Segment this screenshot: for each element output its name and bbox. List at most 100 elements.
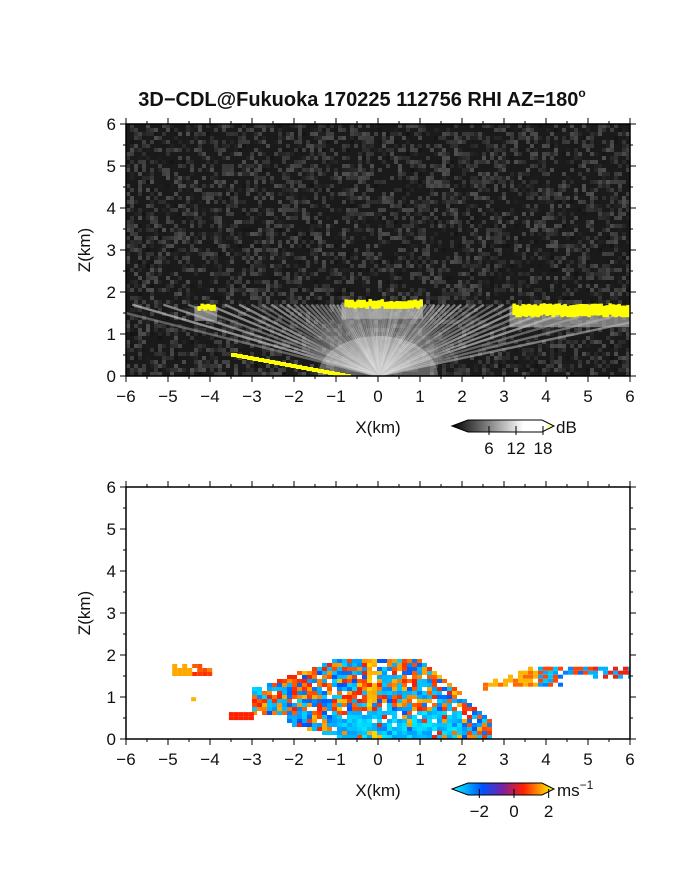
snr-noise-cell: [186, 296, 190, 300]
snr-noise-cell: [550, 144, 554, 148]
snr-noise-cell: [378, 160, 382, 164]
snr-noise-cell: [230, 248, 234, 252]
snr-noise-cell: [170, 336, 174, 340]
snr-noise-cell: [406, 228, 410, 232]
snr-noise-cell: [278, 192, 282, 196]
snr-noise-cell: [406, 140, 410, 144]
snr-noise-cell: [466, 240, 470, 244]
snr-noise-cell: [574, 300, 578, 304]
snr-noise-cell: [498, 128, 502, 132]
snr-noise-cell: [298, 184, 302, 188]
snr-echo-cell: [596, 303, 600, 316]
snr-noise-cell: [130, 304, 134, 308]
snr-noise-cell: [194, 124, 198, 128]
snr-noise-cell: [190, 132, 194, 136]
velocity-cell: [422, 711, 427, 715]
snr-noise-cell: [426, 200, 430, 204]
snr-noise-cell: [486, 260, 490, 264]
snr-noise-cell: [142, 180, 146, 184]
snr-noise-cell: [434, 296, 438, 300]
snr-noise-cell: [610, 140, 614, 144]
snr-noise-cell: [350, 188, 354, 192]
snr-noise-cell: [126, 248, 130, 252]
snr-noise-cell: [474, 284, 478, 288]
snr-noise-cell: [582, 188, 586, 192]
snr-noise-cell: [186, 340, 190, 344]
snr-noise-cell: [202, 224, 206, 228]
snr-noise-cell: [554, 188, 558, 192]
snr-noise-cell: [298, 208, 302, 212]
snr-noise-cell: [358, 152, 362, 156]
snr-noise-cell: [206, 364, 210, 368]
velocity-cell: [472, 711, 477, 715]
snr-noise-cell: [218, 204, 222, 208]
snr-noise-cell: [414, 236, 418, 240]
snr-noise-cell: [402, 240, 406, 244]
snr-noise-cell: [390, 280, 394, 284]
snr-noise-cell: [230, 260, 234, 264]
snr-noise-cell: [530, 268, 534, 272]
snr-noise-cell: [178, 212, 182, 216]
snr-noise-cell: [282, 252, 286, 256]
snr-noise-cell: [150, 216, 154, 220]
snr-noise-cell: [462, 152, 466, 156]
snr-noise-cell: [534, 228, 538, 232]
snr-noise-cell: [334, 208, 338, 212]
snr-noise-cell: [394, 212, 398, 216]
snr-noise-cell: [142, 192, 146, 196]
snr-noise-cell: [314, 284, 318, 288]
snr-noise-cell: [162, 240, 166, 244]
snr-noise-cell: [474, 136, 478, 140]
snr-noise-cell: [442, 152, 446, 156]
velocity-cell: [252, 711, 257, 715]
velocity-cell: [402, 719, 407, 723]
snr-noise-cell: [434, 232, 438, 236]
snr-noise-cell: [434, 272, 438, 276]
snr-noise-cell: [422, 152, 426, 156]
snr-noise-cell: [354, 220, 358, 224]
snr-noise-cell: [622, 260, 626, 264]
snr-noise-cell: [154, 220, 158, 224]
x-tick-label: 5: [583, 387, 592, 406]
snr-noise-cell: [386, 292, 390, 296]
snr-noise-cell: [218, 272, 222, 276]
snr-noise-cell: [234, 148, 238, 152]
snr-noise-cell: [622, 148, 626, 152]
snr-noise-cell: [146, 180, 150, 184]
snr-noise-cell: [474, 204, 478, 208]
snr-noise-cell: [350, 132, 354, 136]
snr-noise-cell: [262, 244, 266, 248]
snr-echo-cell: [377, 300, 381, 309]
velocity-cell: [452, 719, 457, 723]
snr-noise-cell: [426, 188, 430, 192]
snr-noise-cell: [522, 188, 526, 192]
snr-noise-cell: [262, 140, 266, 144]
snr-noise-cell: [282, 268, 286, 272]
snr-noise-cell: [202, 300, 206, 304]
snr-noise-cell: [222, 224, 226, 228]
snr-noise-cell: [266, 344, 270, 348]
snr-noise-cell: [282, 300, 286, 304]
snr-noise-cell: [578, 328, 582, 332]
snr-noise-cell: [362, 204, 366, 208]
snr-noise-cell: [174, 252, 178, 256]
snr-noise-cell: [130, 320, 134, 324]
snr-noise-cell: [598, 124, 602, 128]
snr-noise-cell: [482, 244, 486, 248]
snr-noise-cell: [218, 340, 222, 344]
snr-noise-cell: [230, 284, 234, 288]
snr-noise-cell: [182, 328, 186, 332]
snr-noise-cell: [174, 344, 178, 348]
snr-noise-cell: [170, 244, 174, 248]
snr-noise-cell: [506, 300, 510, 304]
snr-noise-cell: [470, 176, 474, 180]
snr-noise-cell: [138, 236, 142, 240]
snr-noise-cell: [594, 180, 598, 184]
snr-noise-cell: [290, 176, 294, 180]
snr-noise-cell: [550, 288, 554, 292]
snr-noise-cell: [618, 224, 622, 228]
snr-noise-cell: [446, 208, 450, 212]
snr-noise-cell: [162, 172, 166, 176]
snr-noise-cell: [150, 364, 154, 368]
snr-noise-cell: [262, 256, 266, 260]
